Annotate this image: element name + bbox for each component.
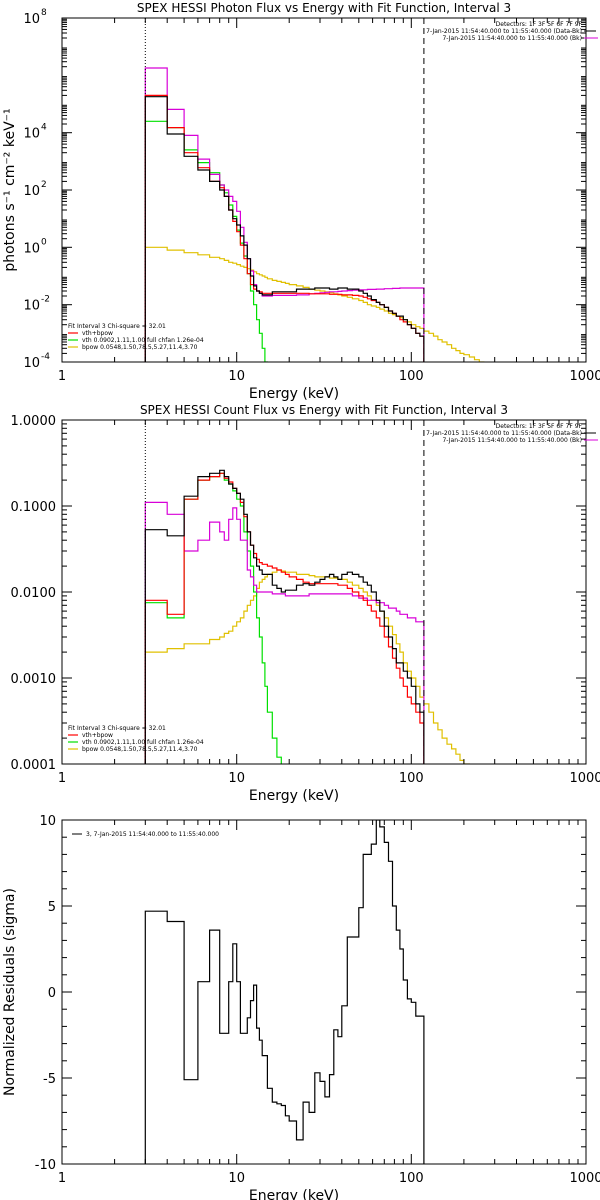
series-bk <box>144 67 425 362</box>
y-tick-label: 0 <box>48 986 56 1001</box>
y-tick-label-exp: -2 <box>41 295 50 305</box>
y-axis-label: Normalized Residuals (sigma) <box>2 888 18 1096</box>
info-line: 7-Jan-2015 11:54:40.000 to 11:55:40.000 … <box>426 28 582 35</box>
y-tick-label: 0.1000 <box>11 500 57 515</box>
y-tick-label-base: 10 <box>23 12 40 27</box>
plot-residuals: 1 10 100 1000 -10 -5 0 5 10 Energy (keV) Normalize… <box>2 814 600 1200</box>
x-tick-label: 100 <box>399 1171 424 1186</box>
x-tick-label: 1 <box>58 1171 66 1186</box>
legend-label: bpow 0.0548,1.50,78.5,5.27,11.4,3.70 <box>82 746 198 753</box>
y-tick-label: 1.0000 <box>11 414 57 429</box>
chart-title: SPEX HESSI Count Flux vs Energy with Fit… <box>140 403 508 417</box>
x-tick-label: 10 <box>228 369 245 384</box>
x-tick-label: 10 <box>228 771 245 786</box>
y-tick-label-exp: -4 <box>41 352 50 362</box>
y-tick-label-exp: 2 <box>41 180 47 190</box>
info-line: 7-Jan-2015 11:54:40.000 to 11:55:40.000 … <box>426 430 582 437</box>
series-bk <box>144 501 425 764</box>
y-axis-label: photons s⁻¹ cm⁻² keV⁻¹ <box>2 108 18 271</box>
series-data <box>144 96 425 362</box>
y-tick-label-base: 10 <box>23 299 40 314</box>
y-tick-label: 0.0100 <box>11 586 57 601</box>
y-tick-label-exp: 4 <box>41 123 47 133</box>
x-tick-label: 100 <box>399 369 424 384</box>
x-tick-label: 10 <box>228 1171 245 1186</box>
series-bpow <box>144 569 424 764</box>
series-total <box>144 472 425 764</box>
info-line: Detectors: 1F 3F 5F 6F 7F 9F <box>496 423 583 430</box>
x-tick-label: 1000 <box>569 1171 600 1186</box>
y-tick-label: 10 <box>39 814 56 829</box>
y-tick-label: -10 <box>35 1158 56 1173</box>
chart-title: SPEX HESSI Photon Flux vs Energy with Fi… <box>137 1 511 15</box>
x-tick-label: 100 <box>399 771 424 786</box>
x-axis-label: Energy (keV) <box>249 788 339 804</box>
info-line: Detectors: 1F 3F 5F 6F 7F 9F <box>496 21 583 28</box>
legend-label: 3, 7-Jan-2015 11:54:40.000 to 11:55:40.0… <box>86 831 219 838</box>
legend-label: vth 0.0902,1.11,1.00 full chfan 1.26e-04 <box>82 337 204 344</box>
x-tick-label: 1000 <box>569 369 600 384</box>
y-tick-label: 0.0010 <box>11 672 57 687</box>
axes-frame <box>61 819 587 1165</box>
x-axis-label: Energy (keV) <box>249 1188 339 1200</box>
y-tick-label-exp: 8 <box>41 8 47 18</box>
y-tick-label: 0.0001 <box>11 758 57 773</box>
y-tick-label-base: 10 <box>23 184 40 199</box>
series-bpow-tail <box>423 703 470 764</box>
y-tick-label-base: 10 <box>23 241 40 256</box>
series-bpow-tail <box>423 330 485 362</box>
legend-header: Fit Interval 3 Chi-square = 32.01 <box>68 725 166 732</box>
info-line: 7-Jan-2015 11:54:40.000 to 11:55:40.000 … <box>442 437 582 444</box>
series-vth <box>144 120 268 362</box>
y-tick-label-base: 10 <box>23 356 40 371</box>
x-tick-label: 1000 <box>569 771 600 786</box>
x-axis-label: Energy (keV) <box>249 386 339 402</box>
series-vth <box>144 472 282 764</box>
legend-label: vth+bpow <box>82 330 113 337</box>
y-tick-label-base: 10 <box>23 127 40 142</box>
y-tick-label: 5 <box>48 900 56 915</box>
x-tick-label: 1 <box>58 369 66 384</box>
plot-count: 1 10 100 1000 0.0001 0.0010 0.0100 0.1000 1.0000… <box>11 403 600 804</box>
axes-frame <box>61 419 587 765</box>
y-tick-label-exp: 0 <box>41 237 47 247</box>
series-data <box>144 469 425 764</box>
legend-label: bpow 0.0548,1.50,78.5,5.27,11.4,3.70 <box>82 344 198 351</box>
legend-label: vth 0.0902,1.11,1.00 full chfan 1.26e-04 <box>82 739 204 746</box>
y-tick-label: -5 <box>43 1072 56 1087</box>
series-residuals <box>144 820 425 1164</box>
axes-frame <box>61 17 587 363</box>
legend-label: vth+bpow <box>82 732 113 739</box>
info-line: 7-Jan-2015 11:54:40.000 to 11:55:40.000 … <box>442 35 582 42</box>
x-tick-label: 1 <box>58 771 66 786</box>
legend-header: Fit Interval 3 Chi-square = 32.01 <box>68 323 166 330</box>
series-bpow <box>144 246 424 362</box>
